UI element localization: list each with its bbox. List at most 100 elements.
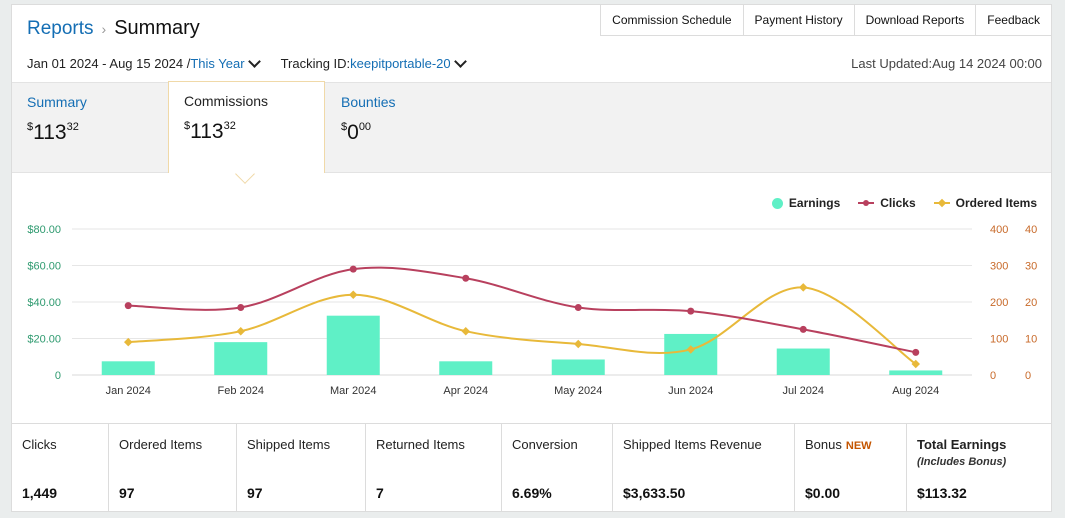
ordered-items-point [349,290,358,299]
breadcrumb-reports-link[interactable]: Reports [27,17,94,39]
earnings-bar [664,333,718,375]
legend-clicks[interactable]: Clicks [858,196,916,210]
tab-commissions[interactable]: Commissions $11332 [168,81,325,184]
right-axis-tick-clicks: 300 [990,261,1008,273]
commission-schedule-button[interactable]: Commission Schedule [600,4,744,36]
stats-row: Clicks 1,449 Ordered Items 97 Shipped It… [12,423,1051,512]
right-axis-tick-items: 10 [1025,334,1037,346]
stat-label: Bonus NEW [805,437,872,452]
tab-bounties[interactable]: Bounties $000 [326,83,486,172]
stat-value: 1,449 [22,485,58,501]
last-updated: Last Updated:Aug 14 2024 00:00 [851,56,1042,71]
reports-card: Reports › Summary Commission Schedule Pa… [11,4,1052,512]
value-cents: 00 [358,121,372,133]
download-reports-button[interactable]: Download Reports [853,4,977,36]
x-axis-tick: Apr 2024 [443,385,488,397]
stat-value: 97 [119,485,135,501]
ordered-items-point [799,283,808,292]
bonus-label: Bonus [805,437,842,452]
stat-returned-items: Returned Items 7 [366,424,502,512]
currency-symbol: $ [27,121,34,133]
chevron-right-icon: › [101,20,107,37]
feedback-button[interactable]: Feedback [975,4,1052,36]
right-axis-tick-items: 40 [1025,224,1037,236]
value-whole: 113 [33,121,67,144]
ordered-items-point [574,339,583,349]
right-axis-tick-items: 20 [1025,297,1037,309]
stat-clicks: Clicks 1,449 [12,424,109,512]
clicks-line [128,266,916,354]
right-axis-tick-clicks: 400 [990,224,1008,236]
earnings-bar [439,361,493,375]
clicks-point [124,302,132,310]
clicks-point [237,303,245,311]
chevron-down-icon[interactable] [453,55,467,68]
earnings-bar [776,348,830,375]
stat-label: Total Earnings [917,437,1007,452]
payment-history-button[interactable]: Payment History [742,4,855,36]
earnings-bar [889,370,943,375]
x-axis-tick: Mar 2024 [330,385,376,397]
stat-label: Ordered Items [119,437,203,452]
right-axis-tick-items: 30 [1025,261,1037,273]
value-cents: 32 [66,121,79,133]
value-cents: 32 [223,120,236,132]
ordered-items-point [461,326,470,336]
chart-legend: Earnings Clicks Ordered Items [754,196,1037,210]
ordered-swatch [933,198,950,208]
stat-value: $3,633.50 [623,485,686,501]
stat-label: Clicks [22,437,57,452]
commissions-chart: Earnings Clicks Ordered Items 0 0 0 $20.00 1… [12,171,1051,423]
left-axis-tick: $20.00 [27,334,61,346]
clicks-point [462,274,470,282]
chart-svg: 0 0 0 $20.00 100 10 $40.00 200 20 $60.00 300 30 $80.… [27,224,1037,397]
top-actions: Commission Schedule Payment History Down… [600,4,1052,36]
earnings-bar [214,342,268,375]
clicks-point [574,303,582,311]
legend-ordered-items[interactable]: Ordered Items [933,196,1037,210]
tab-label: Commissions [184,93,269,109]
x-axis-tick: Jul 2024 [782,385,824,397]
stat-value: 6.69% [512,485,552,501]
page-title: Summary [114,17,200,39]
earnings-bar [101,361,155,375]
x-axis-tick: Jan 2024 [106,385,151,397]
stat-shipped-items: Shipped Items 97 [237,424,366,512]
left-axis-tick: $40.00 [27,297,61,309]
value-whole: 113 [190,120,224,143]
currency-symbol: $ [341,121,348,133]
tab-value: $000 [341,121,371,145]
date-preset-dropdown[interactable]: This Year [190,56,245,71]
stat-ordered-items: Ordered Items 97 [109,424,237,512]
clicks-point [687,307,695,315]
legend-label: Earnings [788,196,841,210]
tab-label: Bounties [341,94,396,110]
stat-label: Shipped Items [247,437,331,452]
stat-bonus: Bonus NEW $0.00 [795,424,907,512]
earnings-bar [551,359,605,375]
ordered-items-point [236,326,245,336]
legend-earnings[interactable]: Earnings [771,196,841,210]
stat-label: Shipped Items Revenue [623,437,762,452]
x-axis-tick: Aug 2024 [892,385,939,397]
chevron-down-icon[interactable] [247,55,261,68]
ordered-items-point [124,337,133,347]
left-axis-tick: $80.00 [27,224,61,236]
left-axis-tick: 0 [55,370,61,382]
tracking-id-dropdown[interactable]: keepitportable-20 [350,56,451,71]
stat-label: Returned Items [376,437,465,452]
stat-value: $0.00 [805,485,841,501]
right-axis-tick-items: 0 [1025,370,1031,382]
tab-value: $11332 [184,120,236,144]
stat-value: $113.32 [917,485,967,501]
tab-summary[interactable]: Summary $11332 [12,83,167,172]
stat-value: 97 [247,485,263,501]
x-axis-tick: Feb 2024 [218,385,264,397]
right-axis-tick-clicks: 0 [990,370,996,382]
stat-shipped-revenue: Shipped Items Revenue $3,633.50 [613,424,795,512]
filter-bar: Jan 01 2024 - Aug 15 2024 / This Year Tr… [27,55,471,71]
new-badge: NEW [845,440,872,452]
x-axis-tick: May 2024 [554,385,602,397]
tab-value: $11332 [27,121,79,145]
date-range-text: Jan 01 2024 - Aug 15 2024 / [27,56,191,71]
